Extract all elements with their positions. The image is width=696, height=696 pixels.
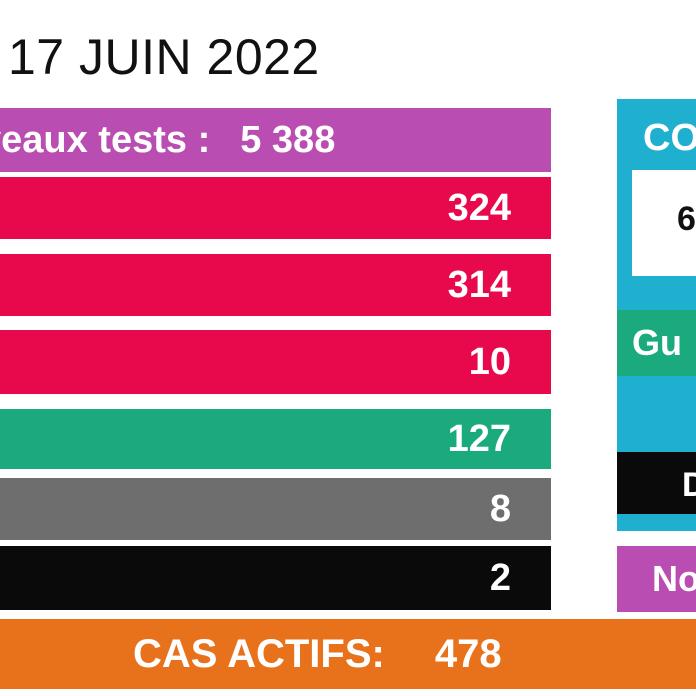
- stat-bar-4-value: 127: [447, 417, 511, 460]
- tests-bar: veaux tests : 5 388: [0, 108, 551, 172]
- tests-label: veaux tests :: [0, 118, 211, 161]
- side-panel-black-label: D: [682, 466, 696, 504]
- active-cases-label: CAS ACTIFS:: [133, 631, 385, 676]
- tests-value: 5 388: [240, 118, 336, 161]
- side-panel-purple-strip: [617, 546, 696, 612]
- stat-bar-2-value: 314: [447, 263, 511, 306]
- side-panel-green-label: Gu: [632, 322, 682, 363]
- stat-bar-2: 314: [0, 254, 551, 316]
- stat-bar-6-value: 2: [489, 556, 511, 599]
- stat-bar-1-value: 324: [447, 186, 511, 229]
- side-panel-box-value: 6: [677, 200, 696, 238]
- active-cases-bar: CAS ACTIFS: 478: [0, 619, 696, 689]
- stat-bar-1: 324: [0, 177, 551, 239]
- active-cases-value: 478: [434, 631, 502, 676]
- side-panel-title: CO: [643, 117, 696, 159]
- stat-bar-4: 127: [0, 409, 551, 469]
- stat-bar-3-value: 10: [468, 340, 511, 383]
- side-panel-purple-label: No: [652, 558, 696, 599]
- side-panel-black-strip: [617, 452, 696, 514]
- report-date: 17 JUIN 2022: [8, 29, 320, 85]
- stat-bar-5-value: 8: [489, 487, 511, 530]
- stat-bar-6: 2: [0, 546, 551, 610]
- stat-bar-3: 10: [0, 330, 551, 394]
- side-panel-box: [632, 170, 696, 276]
- side-panel-green-strip: [617, 310, 696, 376]
- stat-bar-5: 8: [0, 478, 551, 540]
